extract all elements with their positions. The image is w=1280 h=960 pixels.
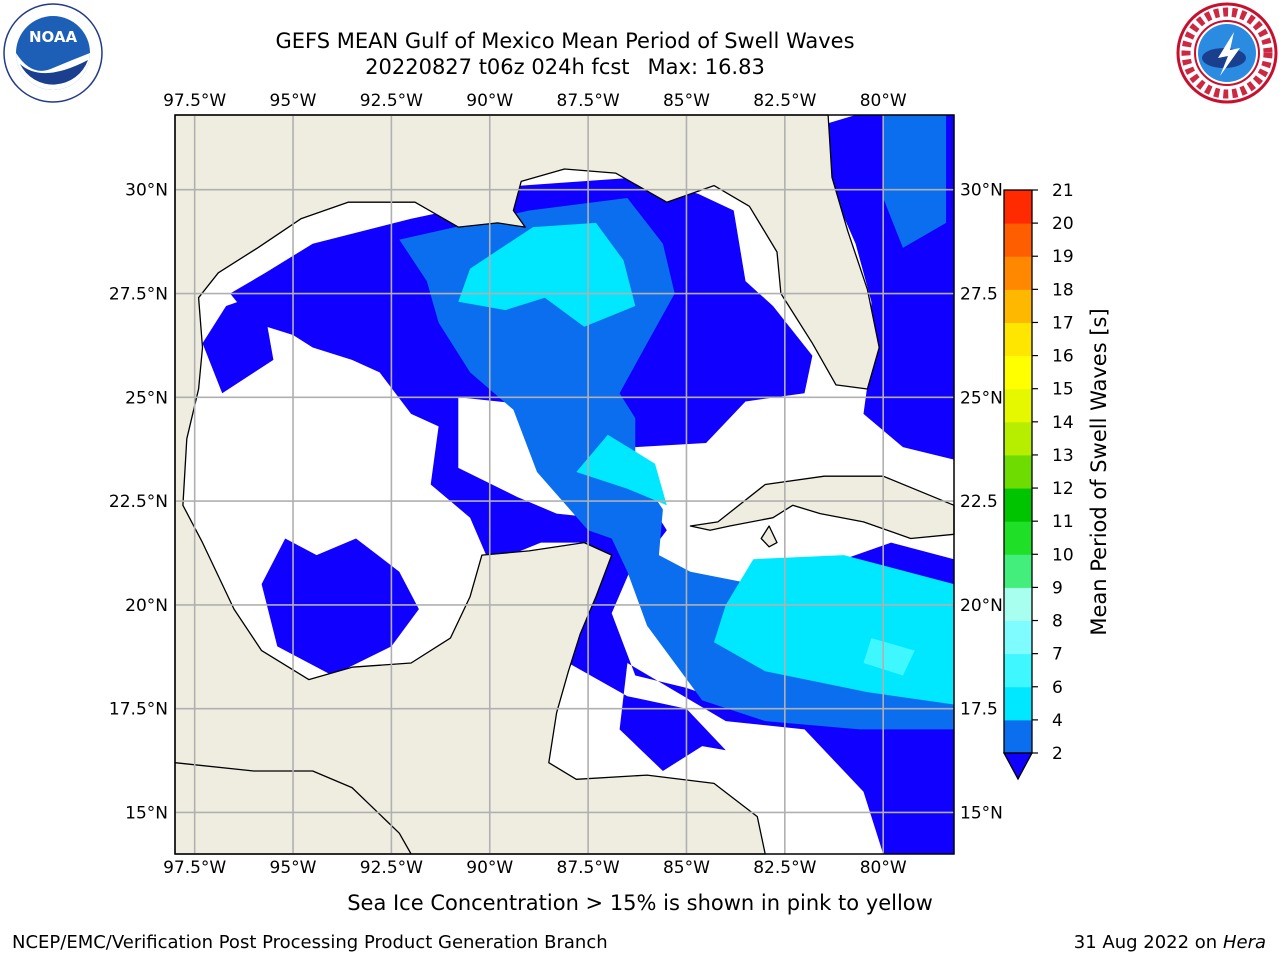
colorbar-segment-11	[1004, 355, 1032, 390]
x-tick-bottom-4: 87.5°W	[557, 858, 620, 878]
y-tick-right-2: 25°N	[960, 388, 1003, 408]
y-tick-left-3: 22.5°N	[109, 492, 168, 512]
colorbar-extension	[1002, 752, 1034, 781]
x-tick-bottom-3: 90°W	[466, 858, 513, 878]
colorbar: 2 4 6 7 8 9 10 11 12 13 14 15 16 17 18 19 20 21	[1002, 181, 1074, 781]
forecast-date: 20220827 t06z 024h fcst	[365, 55, 630, 79]
colorbar-tick-10: 14	[1052, 413, 1074, 433]
swell-4-6-gulf-region	[458, 222, 636, 327]
colorbar-segment-16	[1004, 190, 1032, 224]
colorbar-segment-6	[1004, 521, 1032, 555]
colorbar-segment-9	[1004, 421, 1032, 456]
y-tick-right-5: 17.5	[960, 700, 998, 720]
colorbar-segment-8	[1004, 454, 1032, 489]
colorbar-tick-1: 4	[1052, 711, 1063, 731]
x-tick-top-0: 97.5°W	[163, 91, 226, 111]
colorbar-segment-15	[1004, 223, 1032, 257]
run-date: 31 Aug 2022 on	[1073, 932, 1218, 953]
colorbar-frame	[1003, 189, 1033, 754]
x-tick-top-3: 90°W	[466, 91, 513, 111]
x-tick-top-7: 80°W	[860, 91, 907, 111]
colorbar-tick-17: 21	[1052, 181, 1074, 201]
colorbar-tick-3: 7	[1052, 645, 1063, 665]
swell-4-6-yucatan-region	[576, 434, 667, 506]
chart-subtitle: 20220827 t06z 024h fcst Max: 16.83	[180, 54, 950, 80]
x-tick-top-4: 87.5°W	[557, 91, 620, 111]
colorbar-tick-4: 8	[1052, 612, 1063, 632]
y-tick-left-4: 20°N	[125, 596, 168, 616]
machine-name: Hera	[1222, 932, 1266, 953]
colorbar-segment-1	[1004, 686, 1032, 721]
x-tick-bottom-7: 80°W	[860, 858, 907, 878]
swell-lt2-campeche-region	[261, 538, 419, 676]
y-tick-left-1: 27.5°N	[109, 285, 168, 305]
x-tick-bottom-0: 97.5°W	[163, 858, 226, 878]
lat-lon-grid	[175, 115, 954, 854]
colorbar-tick-9: 13	[1052, 446, 1074, 466]
x-tick-bottom-6: 82.5°W	[753, 858, 816, 878]
x-tick-top-1: 95°W	[270, 91, 317, 111]
colorbar-segment-0	[1004, 719, 1032, 754]
noaa-logo: NOAA	[3, 3, 103, 103]
colorbar-tick-2: 6	[1052, 678, 1063, 698]
land-north-america	[174, 114, 880, 855]
x-tick-top-2: 92.5°W	[360, 91, 423, 111]
colorbar-segment-2	[1004, 653, 1032, 688]
credit-text: NCEP/EMC/Verification Post Processing Pr…	[12, 932, 608, 953]
y-tick-right-3: 22.5	[960, 492, 998, 512]
colorbar-tick-15: 19	[1052, 247, 1074, 267]
x-tick-bottom-1: 95°W	[270, 858, 317, 878]
colorbar-tick-13: 17	[1052, 313, 1074, 333]
colorbar-segment-4	[1004, 587, 1032, 622]
swell-6-7-region	[863, 638, 915, 676]
land-isla-juventud	[760, 525, 778, 548]
x-tick-bottom-2: 92.5°W	[360, 858, 423, 878]
colorbar-tick-14: 18	[1052, 280, 1074, 300]
swell-2-4-atlantic-region	[883, 115, 947, 248]
colorbar-segment-12	[1004, 322, 1032, 357]
chart-title: GEFS MEAN Gulf of Mexico Mean Period of …	[275, 29, 855, 53]
svg-text:NOAA: NOAA	[29, 28, 78, 46]
swell-lt2-west-region	[202, 293, 274, 394]
x-tick-top-6: 82.5°W	[753, 91, 816, 111]
y-tick-right-1: 27.5	[960, 285, 998, 305]
colorbar-tick-0: 2	[1052, 744, 1063, 764]
y-tick-left-5: 17.5°N	[109, 700, 168, 720]
colorbar-segment-3	[1004, 620, 1032, 655]
y-tick-right-0: 30°N	[960, 181, 1003, 201]
y-tick-left-2: 25°N	[125, 388, 168, 408]
colorbar-tick-7: 11	[1052, 512, 1074, 532]
colorbar-tick-16: 20	[1052, 214, 1074, 234]
colorbar-tick-5: 9	[1052, 578, 1063, 598]
swell-period-field	[174, 114, 955, 855]
y-tick-left-0: 30°N	[125, 181, 168, 201]
colorbar-segment-5	[1004, 554, 1032, 588]
y-tick-right-4: 20°N	[960, 596, 1003, 616]
x-tick-bottom-5: 85°W	[663, 858, 710, 878]
max-value: Max: 16.83	[647, 55, 765, 79]
y-ticks-left: 30°N 27.5°N 25°N 22.5°N 20°N 17.5°N 15°N	[109, 181, 168, 824]
map-frame	[174, 114, 955, 855]
colorbar-label: Mean Period of Swell Waves [s]	[1087, 308, 1111, 635]
y-tick-right-6: 15°N	[960, 803, 1003, 823]
y-ticks-right: 30°N 27.5 25°N 22.5 20°N 17.5 15°N	[960, 181, 1003, 824]
colorbar-tick-6: 10	[1052, 545, 1074, 565]
y-tick-left-6: 15°N	[125, 803, 168, 823]
x-ticks-bottom: 97.5°W 95°W 92.5°W 90°W 87.5°W 85°W 82.5°W 80°W	[163, 858, 907, 878]
colorbar-segment-10	[1004, 388, 1032, 423]
sea-ice-note: Sea Ice Concentration > 15% is shown in …	[347, 891, 933, 915]
national-weather-service-logo	[1176, 2, 1278, 104]
swell-lt2-region	[230, 177, 955, 855]
colorbar-segment-13	[1004, 289, 1032, 323]
footer-date: 31 Aug 2022 on Hera	[1074, 932, 1266, 953]
x-ticks-top: 97.5°W 95°W 92.5°W 90°W 87.5°W 85°W 82.5°W 80°W	[163, 91, 907, 111]
colorbar-tick-8: 12	[1052, 479, 1074, 499]
colorbar-segment-14	[1004, 256, 1032, 290]
colorbar-tick-12: 16	[1052, 347, 1074, 367]
x-tick-top-5: 85°W	[663, 91, 710, 111]
colorbar-segment-7	[1004, 488, 1032, 522]
colorbar-tick-11: 15	[1052, 380, 1074, 400]
